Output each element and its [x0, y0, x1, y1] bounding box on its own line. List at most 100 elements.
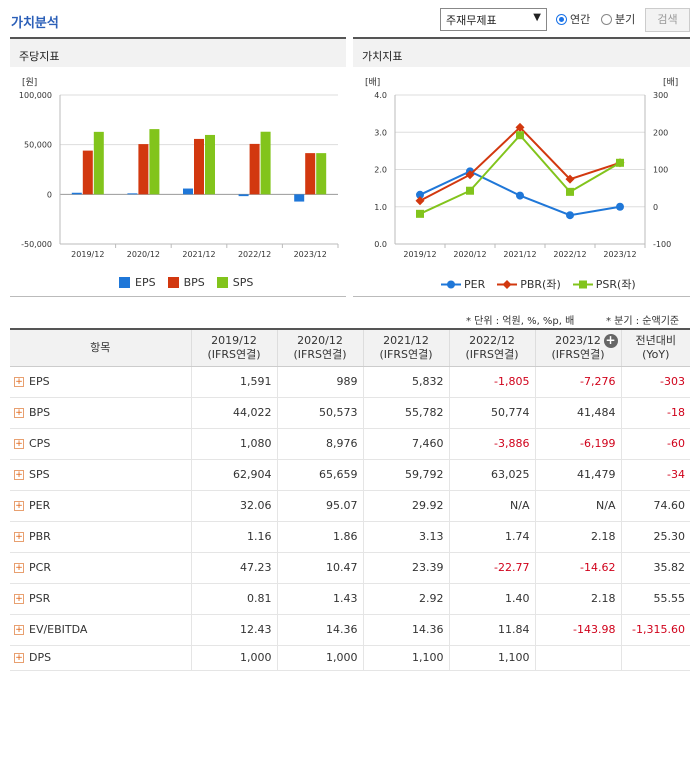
expand-plus-icon[interactable]: +	[14, 625, 24, 635]
legend-marker-icon	[441, 280, 461, 288]
table-cell: 989	[276, 366, 363, 398]
table-cell: 95.07	[276, 490, 363, 522]
row-label-cell[interactable]: + SPS	[10, 459, 191, 491]
x-tick-label: 2021/12	[182, 250, 215, 259]
legend-marker-icon	[572, 280, 593, 288]
row-label: EPS	[29, 375, 50, 388]
legend-item-sps[interactable]: SPS	[216, 276, 254, 289]
header-label: 2023/12	[555, 333, 601, 347]
expand-plus-icon[interactable]: +	[14, 408, 24, 418]
header-sublabel: (IFRS연결)	[379, 347, 433, 361]
radio-unselected-icon	[601, 13, 612, 25]
table-cell: 32.06	[190, 490, 277, 522]
table-cell: -1,805	[448, 366, 535, 398]
statement-type-select[interactable]: 주재무제표 ▼	[440, 8, 547, 31]
legend-label: EPS	[135, 276, 156, 289]
data-point	[515, 122, 525, 132]
row-label-cell[interactable]: + CPS	[10, 428, 191, 460]
x-tick-label: 2023/12	[603, 250, 636, 259]
y-axis-unit: [원]	[22, 77, 37, 88]
row-label-cell[interactable]: + EV/EBITDA	[10, 614, 191, 646]
header-column: 2022/12 (IFRS연결)	[448, 329, 535, 367]
legend-swatch	[216, 277, 228, 288]
table-cell: 23.39	[362, 552, 449, 584]
legend-swatch	[167, 277, 179, 288]
legend-item-per[interactable]: PER	[441, 276, 485, 292]
radio-quarter-label: 분기	[615, 13, 636, 26]
table-cell: -1,315.60	[620, 614, 690, 646]
header-label: 항목	[90, 340, 111, 354]
legend-item-psr[interactable]: PSR(좌)	[572, 276, 636, 292]
row-label-cell[interactable]: + PCR	[10, 552, 191, 584]
expand-plus-icon[interactable]: +	[14, 653, 24, 663]
expand-plus-icon[interactable]: +	[14, 377, 24, 387]
table-cell: 62,904	[190, 459, 277, 491]
valuation-panel: 가치지표	[353, 37, 690, 297]
y-axis-unit-right: [배]	[663, 77, 678, 88]
row-label-cell[interactable]: + EPS	[10, 366, 191, 398]
table-row: + SPS 62,904 65,659 59,792 63,025 41,479 -34	[10, 459, 690, 491]
table-cell: 7,460	[362, 428, 449, 460]
table-cell: -60	[620, 428, 690, 460]
table-cell: 1.86	[276, 521, 363, 553]
y-tick-label: 100,000	[19, 91, 52, 100]
table-cell: -18	[620, 397, 690, 429]
expand-plus-icon[interactable]: +	[603, 333, 618, 348]
legend-item-eps[interactable]: EPS	[119, 276, 156, 289]
expand-plus-icon[interactable]: +	[14, 532, 24, 542]
table-cell: 1,591	[190, 366, 277, 398]
legend-item-bps[interactable]: BPS	[167, 276, 205, 289]
bar-sps	[260, 131, 271, 195]
panel-title: 주당지표	[10, 37, 346, 67]
row-label-cell[interactable]: + PER	[10, 490, 191, 522]
radio-quarter[interactable]: 분기	[601, 11, 635, 27]
expand-plus-icon[interactable]: +	[14, 439, 24, 449]
table-cell: 63,025	[448, 459, 535, 491]
row-label-cell[interactable]: + PSR	[10, 583, 191, 615]
search-button[interactable]: 검색	[645, 8, 690, 32]
y-tick-label-left: 1.0	[374, 203, 387, 212]
legend-swatch	[119, 277, 130, 288]
y-tick-label-right: 200	[653, 128, 668, 137]
data-point	[516, 191, 524, 200]
data-point	[565, 174, 575, 184]
per-share-bar-chart: [원] 100,000 50,000 0 -50,000 2019/12 2020/12 20…	[19, 77, 339, 259]
bar-sps	[205, 134, 215, 195]
panel-title: 가치지표	[353, 37, 690, 67]
table-cell: 65,659	[276, 459, 363, 491]
y-tick-label-left: 3.0	[374, 128, 387, 137]
legend-marker-icon	[497, 279, 518, 289]
header-column: 2019/12 (IFRS연결)	[190, 329, 277, 367]
y-tick-label-right: 300	[653, 91, 668, 100]
legend-item-pbr[interactable]: PBR(좌)	[497, 276, 561, 292]
table-cell: 35.82	[620, 552, 690, 584]
radio-selected-icon	[556, 13, 567, 25]
expand-plus-icon[interactable]: +	[14, 470, 24, 480]
table-row: + PBR 1.16 1.86 3.13 1.74 2.18 25.30	[10, 521, 690, 553]
table-cell: 1.43	[276, 583, 363, 615]
header-sublabel: (IFRS연결)	[465, 347, 519, 361]
table-row: + PCR 47.23 10.47 23.39 -22.77 -14.62 35.82	[10, 552, 690, 584]
expand-plus-icon[interactable]: +	[14, 563, 24, 573]
quarter-note: * 분기 : 순액기준	[606, 316, 680, 327]
header-sublabel: (IFRS연결)	[551, 347, 605, 361]
divider	[353, 296, 690, 297]
table-cell: -6,199	[534, 428, 621, 460]
expand-plus-icon[interactable]: +	[14, 501, 24, 511]
header-sublabel: (IFRS연결)	[207, 347, 261, 361]
expand-plus-icon[interactable]: +	[14, 594, 24, 604]
legend-label: SPS	[232, 276, 254, 289]
row-label-cell[interactable]: + DPS	[10, 645, 191, 671]
table-cell: -14.62	[534, 552, 621, 584]
x-tick-label: 2021/12	[503, 250, 536, 259]
row-label-cell[interactable]: + BPS	[10, 397, 191, 429]
radio-annual[interactable]: 연간	[556, 11, 590, 27]
header-column: 2021/12 (IFRS연결)	[362, 329, 449, 367]
y-tick-label-left: 2.0	[374, 166, 387, 175]
data-point	[465, 170, 475, 180]
header-label: 2020/12	[297, 333, 343, 347]
bar-sps	[93, 131, 104, 195]
table-cell: 2.18	[534, 583, 621, 615]
y-axis-unit-left: [배]	[365, 77, 380, 88]
row-label-cell[interactable]: + PBR	[10, 521, 191, 553]
